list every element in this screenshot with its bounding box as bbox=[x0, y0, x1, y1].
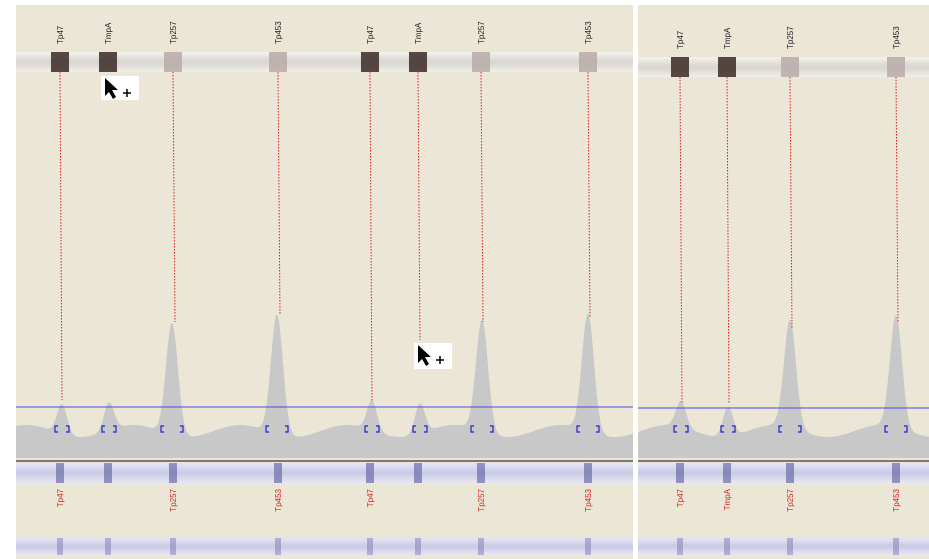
result-band bbox=[584, 463, 592, 483]
result-band bbox=[478, 538, 484, 555]
call-label: Tp257 bbox=[786, 488, 795, 511]
result-band bbox=[676, 463, 684, 483]
gel-analysis-view: Tp47 TmpA Tp257 Tp453 Tp47 TmpA Tp257 Tp453 Tp47… bbox=[0, 0, 929, 559]
band bbox=[269, 52, 287, 72]
lane-label: Tp453 bbox=[274, 21, 283, 44]
lane-label: TmpA bbox=[414, 22, 423, 44]
result-band bbox=[414, 463, 422, 483]
band bbox=[887, 57, 905, 77]
band bbox=[579, 52, 597, 72]
result-band bbox=[585, 538, 591, 555]
call-label: Tp47 bbox=[56, 488, 65, 507]
band bbox=[718, 57, 736, 77]
result-band bbox=[477, 463, 485, 483]
lane-label: Tp47 bbox=[366, 25, 375, 44]
result-band bbox=[415, 538, 421, 555]
result-band bbox=[787, 538, 793, 555]
lane-label: Tp257 bbox=[169, 21, 178, 44]
band bbox=[472, 52, 490, 72]
band bbox=[99, 52, 117, 72]
band bbox=[51, 52, 69, 72]
lane-label: Tp453 bbox=[584, 21, 593, 44]
band bbox=[409, 52, 427, 72]
call-label: Tp453 bbox=[584, 488, 593, 511]
call-label: Tp47 bbox=[676, 488, 685, 507]
cursor bbox=[414, 343, 452, 369]
call-label: Tp47 bbox=[366, 488, 375, 507]
result-band bbox=[274, 463, 282, 483]
result-band bbox=[723, 463, 731, 483]
cursor bbox=[101, 76, 139, 100]
call-label: Tp257 bbox=[169, 488, 178, 511]
lane-label: Tp257 bbox=[477, 21, 486, 44]
result-band bbox=[57, 538, 63, 555]
call-label: Tp453 bbox=[274, 488, 283, 511]
result-band bbox=[366, 463, 374, 483]
band bbox=[164, 52, 182, 72]
lane-label: Tp257 bbox=[786, 26, 795, 49]
lane-label: TmpA bbox=[723, 27, 732, 49]
call-label: Tp257 bbox=[477, 488, 486, 511]
result-band bbox=[56, 463, 64, 483]
result-band bbox=[169, 463, 177, 483]
call-label: TmpA bbox=[723, 488, 732, 510]
result-band bbox=[104, 463, 112, 483]
lane-label: TmpA bbox=[104, 22, 113, 44]
call-label: Tp453 bbox=[892, 488, 901, 511]
result-band bbox=[677, 538, 683, 555]
lane-label: Tp47 bbox=[56, 25, 65, 44]
result-band bbox=[275, 538, 281, 555]
result-band bbox=[893, 538, 899, 555]
lane-label: Tp453 bbox=[892, 26, 901, 49]
result-band bbox=[724, 538, 730, 555]
result-band bbox=[786, 463, 794, 483]
band bbox=[781, 57, 799, 77]
result-band bbox=[367, 538, 373, 555]
lane-label: Tp47 bbox=[676, 30, 685, 49]
band bbox=[361, 52, 379, 72]
result-band bbox=[892, 463, 900, 483]
result-band bbox=[170, 538, 176, 555]
result-band bbox=[105, 538, 111, 555]
band bbox=[671, 57, 689, 77]
